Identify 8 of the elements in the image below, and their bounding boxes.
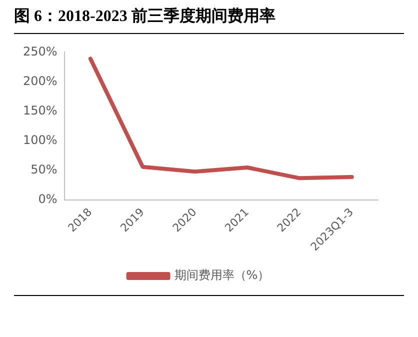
legend-label: 期间费用率（%） [174,268,270,282]
y-tick-label: 0% [38,192,58,206]
y-tick-label: 50% [30,162,58,177]
y-tick-label: 100% [22,133,58,148]
y-tick-label: 250% [22,44,58,58]
chart-title: 图 6：2018-2023 前三季度期间费用率 [14,6,404,34]
y-tick-label: 150% [22,103,58,118]
y-tick-label: 200% [22,74,58,88]
